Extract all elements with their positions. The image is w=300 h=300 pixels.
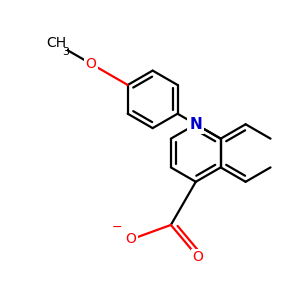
Text: CH: CH [46, 36, 67, 50]
Text: O: O [193, 250, 203, 264]
Text: N: N [189, 117, 202, 132]
Text: −: − [112, 220, 122, 233]
Text: 3: 3 [62, 46, 69, 57]
Text: O: O [85, 57, 97, 71]
Text: O: O [126, 232, 136, 246]
